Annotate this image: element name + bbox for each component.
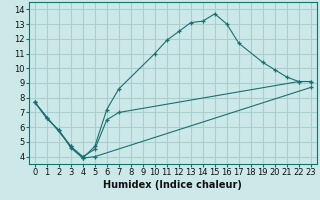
X-axis label: Humidex (Indice chaleur): Humidex (Indice chaleur)	[103, 180, 242, 190]
